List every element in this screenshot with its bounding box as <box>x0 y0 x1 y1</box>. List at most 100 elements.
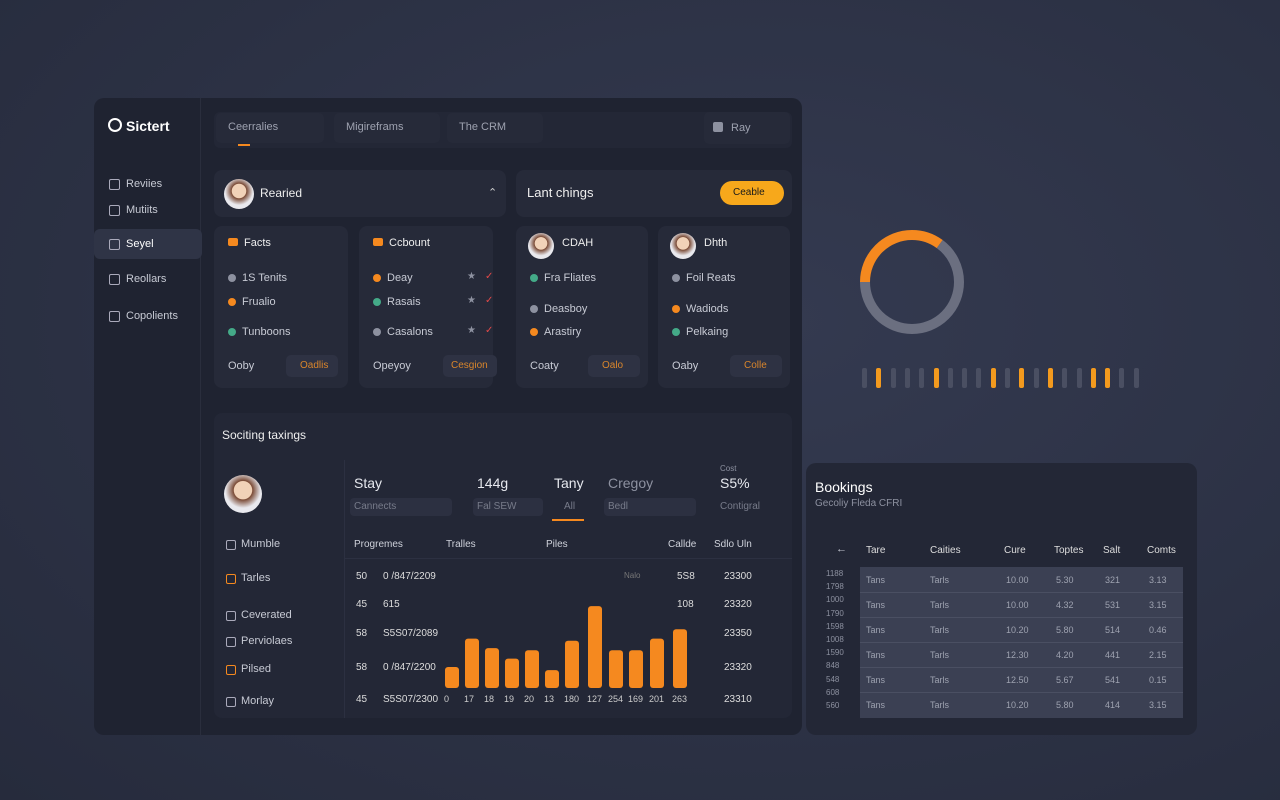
bar <box>465 638 479 688</box>
strip-bar <box>1133 368 1139 388</box>
card-item: Fra Fliates <box>544 272 596 284</box>
header-line <box>344 558 792 559</box>
x-tick-label: 180 <box>564 694 580 704</box>
footer-button[interactable] <box>286 355 338 377</box>
bookings-cell: Tans <box>866 625 886 635</box>
bookings-cell: Tarls <box>930 575 950 585</box>
row-total: 23300 <box>724 571 752 582</box>
axis-label: 1008 <box>826 635 844 644</box>
row-total: 23320 <box>724 662 752 673</box>
filter-input[interactable] <box>473 498 543 516</box>
bar <box>650 638 664 688</box>
bookings-cell: 5.67 <box>1056 675 1074 685</box>
column-header: Tralles <box>446 539 476 550</box>
footer-button[interactable] <box>730 355 782 377</box>
check: ✓ <box>485 295 494 306</box>
axis-label: 1798 <box>826 582 844 592</box>
bookings-header: Salt <box>1103 545 1121 556</box>
card-item: Deasboy <box>544 303 588 315</box>
footer-button[interactable] <box>588 355 640 377</box>
bookings-cell: 12.30 <box>1006 650 1029 660</box>
tab-label: Ceerralies <box>228 121 279 133</box>
star: ★ <box>467 295 476 306</box>
card-footer: Coaty <box>530 360 559 372</box>
bookings-cell: 321 <box>1105 575 1121 585</box>
filter-field[interactable]: Cannects <box>354 501 397 512</box>
bar <box>565 640 579 688</box>
row-total: 23320 <box>724 599 752 610</box>
filter-label: Stay <box>354 475 383 491</box>
bookings-cell: Tarls <box>930 675 950 685</box>
footer-button[interactable] <box>443 355 497 377</box>
tab[interactable] <box>447 113 543 143</box>
star: ★ <box>467 325 476 336</box>
chevron: ⌃ <box>488 187 498 199</box>
tab[interactable] <box>216 113 324 143</box>
user-icon <box>713 122 723 132</box>
filter-label: Tany <box>554 475 584 491</box>
bookings-cell: 12.50 <box>1006 675 1029 685</box>
bookings-cell: 414 <box>1105 700 1121 710</box>
filter-field[interactable]: All <box>564 501 576 512</box>
nav-item[interactable]: Reviies <box>126 178 163 190</box>
row-number: 45 <box>356 694 368 705</box>
axis-label: 1590 <box>826 648 844 658</box>
tab-label: Migireframs <box>346 121 404 133</box>
item-icon <box>672 274 680 282</box>
menu-icon <box>226 697 236 707</box>
sidebar-divider <box>200 98 201 735</box>
x-tick-label: 18 <box>484 694 495 704</box>
bar <box>505 658 519 688</box>
item-icon <box>530 305 538 313</box>
card-item: Arastiry <box>544 326 582 338</box>
bookings-cell: Tarls <box>930 600 950 610</box>
bookings-header: Comts <box>1147 545 1176 556</box>
axis-label: 1790 <box>826 608 844 618</box>
strip-bar <box>919 368 925 388</box>
bookings-cell: 5.30 <box>1056 575 1074 585</box>
nav-item[interactable]: Copolients <box>126 310 178 322</box>
footer-button-label[interactable]: Oadlis <box>300 360 329 371</box>
bookings-subtitle: Gecoliy Fleda CFRI <box>815 498 903 509</box>
item-icon <box>228 298 236 306</box>
bookings-cell: 2.15 <box>1149 650 1167 660</box>
action-button[interactable] <box>720 181 784 205</box>
action-button-label[interactable]: Ceable <box>733 187 765 198</box>
bookings-cell: 5.80 <box>1056 625 1074 635</box>
bar <box>525 650 539 688</box>
axis-label: 848 <box>826 661 840 671</box>
nav-item[interactable]: Mutiits <box>126 204 158 216</box>
nav-icon <box>109 205 120 216</box>
filter-input[interactable] <box>604 498 696 516</box>
strip-bar <box>1105 368 1111 388</box>
menu-item: Mumble <box>241 538 281 550</box>
card-title: Dhth <box>704 237 728 249</box>
bookings-cell: 10.00 <box>1006 575 1029 585</box>
tab[interactable] <box>334 113 440 143</box>
tab-indicator <box>238 144 250 146</box>
bookings-cell: 3.15 <box>1149 600 1167 610</box>
bookings-cell: 541 <box>1105 675 1121 685</box>
menu-item: Tarles <box>241 572 271 584</box>
nav-item[interactable]: Seyel <box>126 238 154 250</box>
footer-button-label[interactable]: Oalo <box>602 360 624 371</box>
filter-underline <box>552 519 584 521</box>
footer-button-label[interactable]: Colle <box>744 360 767 371</box>
card-item: Tunboons <box>242 326 291 338</box>
card-item: Frualio <box>242 296 276 308</box>
nav-item[interactable]: Reollars <box>126 273 167 285</box>
strip-bar <box>933 368 939 388</box>
bar <box>588 606 602 688</box>
ratings-title: Sociting taxings <box>222 428 307 442</box>
menu-icon <box>226 637 236 647</box>
filter-input[interactable] <box>350 498 452 516</box>
filter-field[interactable]: Contigral <box>720 501 761 512</box>
bookings-cell: Tans <box>866 600 886 610</box>
nav-active <box>94 229 202 259</box>
footer-button-label[interactable]: Cesgion <box>451 360 488 371</box>
filter-field[interactable]: Fal SEW <box>477 501 517 512</box>
filter-field[interactable]: Bedl <box>608 501 629 512</box>
strip-bar <box>1119 368 1125 388</box>
strip-bar <box>962 368 968 388</box>
strip-bar <box>1033 368 1039 388</box>
